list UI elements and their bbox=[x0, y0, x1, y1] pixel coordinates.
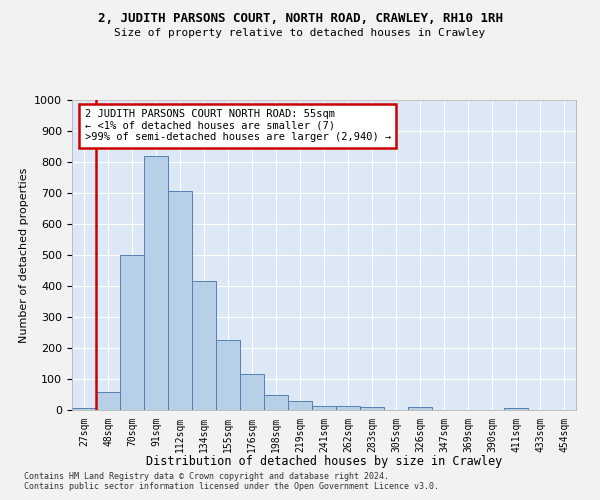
Bar bbox=[264, 394, 288, 410]
Bar bbox=[312, 406, 336, 410]
Y-axis label: Number of detached properties: Number of detached properties bbox=[19, 168, 29, 342]
Bar bbox=[336, 406, 360, 410]
Text: 2 JUDITH PARSONS COURT NORTH ROAD: 55sqm
← <1% of detached houses are smaller (7: 2 JUDITH PARSONS COURT NORTH ROAD: 55sqm… bbox=[85, 110, 391, 142]
Text: Size of property relative to detached houses in Crawley: Size of property relative to detached ho… bbox=[115, 28, 485, 38]
Bar bbox=[168, 191, 192, 410]
Bar bbox=[504, 408, 528, 410]
Text: 2, JUDITH PARSONS COURT, NORTH ROAD, CRAWLEY, RH10 1RH: 2, JUDITH PARSONS COURT, NORTH ROAD, CRA… bbox=[97, 12, 503, 26]
Bar bbox=[408, 407, 432, 410]
Bar bbox=[288, 400, 312, 410]
Text: Contains HM Land Registry data © Crown copyright and database right 2024.: Contains HM Land Registry data © Crown c… bbox=[24, 472, 389, 481]
Bar bbox=[216, 340, 240, 410]
Bar bbox=[96, 392, 120, 410]
Bar bbox=[120, 255, 144, 410]
Bar bbox=[72, 408, 96, 410]
Bar bbox=[192, 282, 216, 410]
Text: Contains public sector information licensed under the Open Government Licence v3: Contains public sector information licen… bbox=[24, 482, 439, 491]
Bar bbox=[144, 156, 168, 410]
Bar bbox=[360, 407, 384, 410]
Bar bbox=[240, 374, 264, 410]
Text: Distribution of detached houses by size in Crawley: Distribution of detached houses by size … bbox=[146, 454, 502, 468]
